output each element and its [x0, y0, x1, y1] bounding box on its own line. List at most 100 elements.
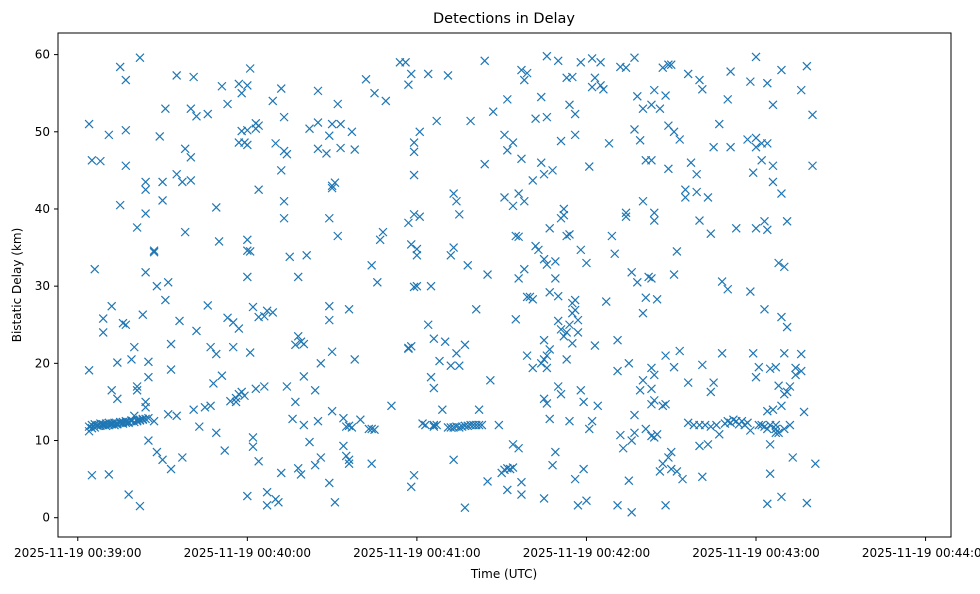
- data-point: [810, 459, 820, 469]
- data-point: [418, 419, 427, 428]
- data-point: [310, 385, 320, 395]
- data-point: [762, 499, 772, 509]
- data-point: [556, 324, 566, 334]
- data-point: [115, 200, 125, 210]
- data-point: [327, 183, 337, 193]
- data-point: [449, 455, 459, 465]
- data-point: [121, 75, 131, 85]
- data-point: [158, 455, 167, 465]
- data-point: [726, 67, 736, 77]
- data-point: [514, 443, 524, 453]
- data-point: [110, 420, 119, 430]
- data-point: [762, 78, 772, 88]
- data-point: [649, 85, 659, 95]
- data-point: [584, 424, 594, 434]
- data-point: [748, 348, 758, 358]
- data-point: [180, 144, 190, 154]
- data-point: [550, 274, 560, 283]
- data-point: [745, 426, 755, 435]
- data-point: [293, 272, 303, 282]
- data-point: [683, 378, 693, 388]
- data-point: [440, 337, 450, 347]
- data-point: [129, 342, 139, 352]
- data-point: [423, 320, 433, 330]
- data-point: [322, 148, 331, 158]
- data-point: [669, 362, 679, 372]
- data-point: [536, 158, 546, 168]
- data-point: [186, 104, 196, 114]
- data-point: [293, 463, 303, 473]
- data-point: [240, 391, 249, 401]
- data-point: [401, 57, 411, 67]
- data-point: [785, 420, 795, 430]
- data-point: [288, 414, 297, 424]
- data-point: [641, 424, 651, 434]
- data-point: [697, 360, 707, 370]
- data-point: [330, 178, 340, 188]
- data-point: [254, 185, 264, 195]
- data-point: [692, 187, 702, 197]
- data-point: [604, 138, 614, 148]
- data-point: [290, 340, 300, 350]
- data-point: [344, 459, 354, 469]
- data-point: [782, 322, 792, 332]
- data-point: [282, 382, 292, 391]
- data-point: [519, 196, 529, 206]
- data-point: [361, 74, 371, 84]
- data-point: [768, 100, 778, 110]
- data-point: [528, 175, 538, 185]
- data-point: [245, 64, 255, 73]
- data-point: [415, 212, 425, 222]
- data-point: [483, 270, 492, 280]
- data-point: [647, 274, 656, 283]
- data-point: [635, 385, 645, 395]
- data-point: [406, 482, 416, 492]
- data-point: [630, 53, 639, 63]
- data-point: [649, 395, 659, 405]
- data-point: [175, 316, 184, 326]
- data-point: [333, 231, 343, 241]
- data-point: [324, 213, 334, 223]
- data-point: [519, 264, 529, 274]
- data-point: [717, 348, 727, 358]
- data-point: [570, 474, 580, 484]
- data-point: [562, 328, 572, 337]
- data-point: [330, 497, 340, 507]
- data-point: [751, 52, 761, 62]
- data-point: [745, 287, 755, 296]
- data-point: [573, 315, 583, 325]
- data-point: [587, 54, 597, 63]
- x-tick-label: 2025-11-19 00:41:00: [353, 546, 480, 560]
- data-point: [621, 63, 631, 73]
- data-point: [582, 258, 591, 268]
- data-point: [517, 477, 526, 487]
- data-point: [542, 260, 552, 269]
- data-point: [214, 236, 224, 246]
- data-point: [683, 418, 693, 428]
- data-point: [90, 264, 100, 274]
- data-point: [141, 177, 151, 187]
- data-point: [141, 414, 151, 424]
- data-point: [313, 86, 323, 96]
- data-point: [663, 60, 673, 70]
- data-point: [779, 348, 789, 358]
- data-point: [409, 209, 419, 219]
- data-point: [545, 287, 555, 297]
- data-point: [242, 491, 252, 501]
- data-point: [494, 420, 504, 430]
- data-point: [132, 385, 142, 395]
- y-tick-label: 50: [35, 125, 50, 139]
- data-point: [310, 460, 320, 470]
- data-point: [245, 247, 255, 256]
- data-point: [675, 135, 685, 144]
- data-point: [601, 297, 611, 307]
- data-point: [412, 250, 422, 260]
- data-point: [647, 100, 656, 110]
- data-point: [539, 254, 549, 264]
- data-point: [570, 295, 580, 305]
- data-point: [641, 293, 651, 303]
- data-point: [661, 500, 671, 510]
- data-point: [449, 189, 459, 198]
- data-point: [647, 155, 656, 165]
- y-axis: 0 10 20 30 40 50 60: [35, 48, 58, 525]
